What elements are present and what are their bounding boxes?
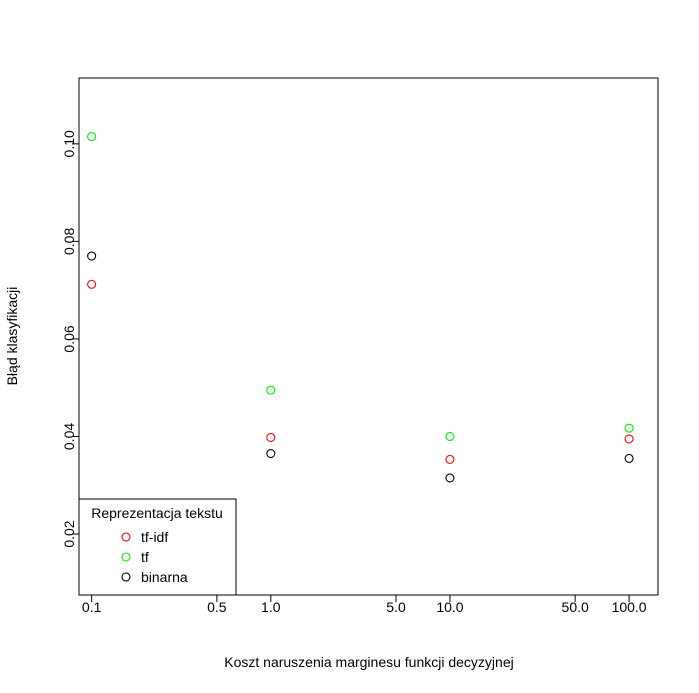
point-tf-3 [624,423,634,433]
x-tick-label: 50.0 [562,599,589,615]
point-binarna-3 [624,453,634,463]
legend-label: tf-idf [141,529,168,545]
legend-marker-tf-idf [121,532,131,542]
x-tick-label: 100.0 [612,599,647,615]
y-axis: 0.02 0.04 0.06 0.08 0.10 [61,130,79,548]
y-tick-label: 0.10 [61,130,77,157]
legend-items: tf-idf tf binarna [121,529,188,585]
x-tick-label: 1.0 [261,599,281,615]
y-tick-label: 0.04 [61,423,77,450]
point-tf-1 [266,385,276,395]
point-tf-idf-3 [624,434,634,444]
x-tick-label: 0.1 [82,599,102,615]
y-tick-label: 0.08 [61,228,77,255]
legend-marker-binarna [121,572,131,582]
x-tick-label: 5.0 [386,599,406,615]
point-tf-idf-2 [445,454,455,464]
y-tick-label: 0.02 [61,520,77,547]
x-tick-label: 0.5 [207,599,227,615]
x-tick-label: 10.0 [436,599,463,615]
point-tf-0 [87,131,97,142]
y-tick-label: 0.06 [61,325,77,352]
x-axis-label: Koszt naruszenia marginesu funkcji decyz… [224,654,513,670]
x-axis: 0.1 0.5 1.0 5.0 10.0 50.0 100.0 [82,595,647,615]
y-axis-label: Błąd klasyfikacji [4,287,20,386]
legend: Reprezentacja tekstu tf-idf tf binarna [78,498,237,596]
point-binarna-0 [87,251,97,261]
point-tf-idf-1 [266,432,276,443]
point-tf-idf-0 [87,279,97,289]
point-tf-2 [445,431,455,442]
legend-label: binarna [141,569,188,585]
plot-frame [78,77,659,596]
legend-marker-tf [121,552,131,562]
legend-title: Reprezentacja tekstu [91,505,223,521]
data-points [87,131,634,483]
legend-box [78,498,237,596]
legend-label: tf [141,549,149,565]
point-binarna-1 [266,449,276,459]
point-binarna-2 [445,473,455,483]
